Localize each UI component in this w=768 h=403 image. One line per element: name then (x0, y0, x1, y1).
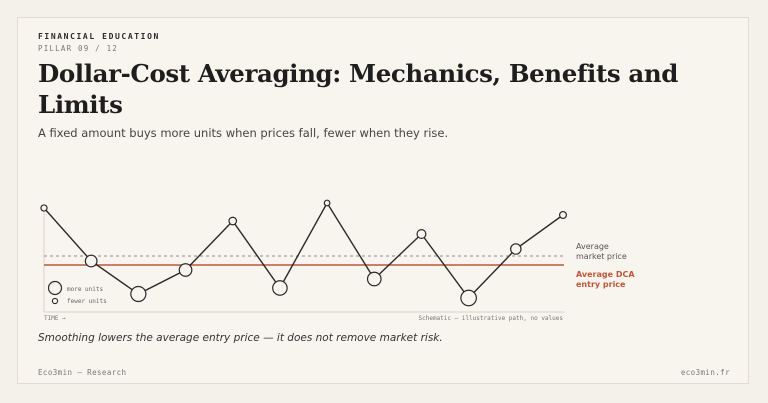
price-point (84, 254, 98, 268)
price-point (228, 216, 238, 226)
market-label-line1: Average (576, 242, 609, 251)
pillar-label: PILLAR 09 / 12 (38, 44, 119, 53)
price-point (558, 210, 568, 220)
dca-label-line2: entry price (576, 280, 626, 289)
price-point (130, 285, 147, 303)
price-point (40, 204, 48, 212)
page-title: Dollar-Cost Averaging: Mechanics, Benefi… (38, 59, 679, 119)
page-subtitle: A fixed amount buys more units when pric… (38, 126, 449, 140)
kicker: FINANCIAL EDUCATION (38, 32, 160, 41)
price-point (323, 199, 331, 207)
legend-fewer-units: fewer units (67, 298, 107, 305)
price-point (416, 228, 427, 240)
legend-small-circle (51, 297, 59, 305)
card (17, 17, 749, 384)
legend-more-units: more units (67, 286, 104, 293)
price-path (43, 201, 564, 300)
market-label-line2: market price (576, 252, 627, 261)
price-point (178, 263, 193, 277)
price-point (510, 243, 522, 255)
price-point (272, 280, 288, 296)
x-axis-label: TIME → (44, 315, 66, 322)
legend-large-circle (47, 280, 63, 296)
chart-caption: Smoothing lowers the average entry price… (38, 332, 443, 344)
price-point (366, 271, 382, 287)
price-point (460, 289, 477, 307)
footer-site: eco3min.fr (680, 368, 730, 377)
dca-label-line1: Average DCA (576, 270, 635, 279)
chart-note: Schematic — illustrative path, no values (419, 315, 564, 322)
footer-brand: Eco3min — Research (38, 368, 127, 377)
